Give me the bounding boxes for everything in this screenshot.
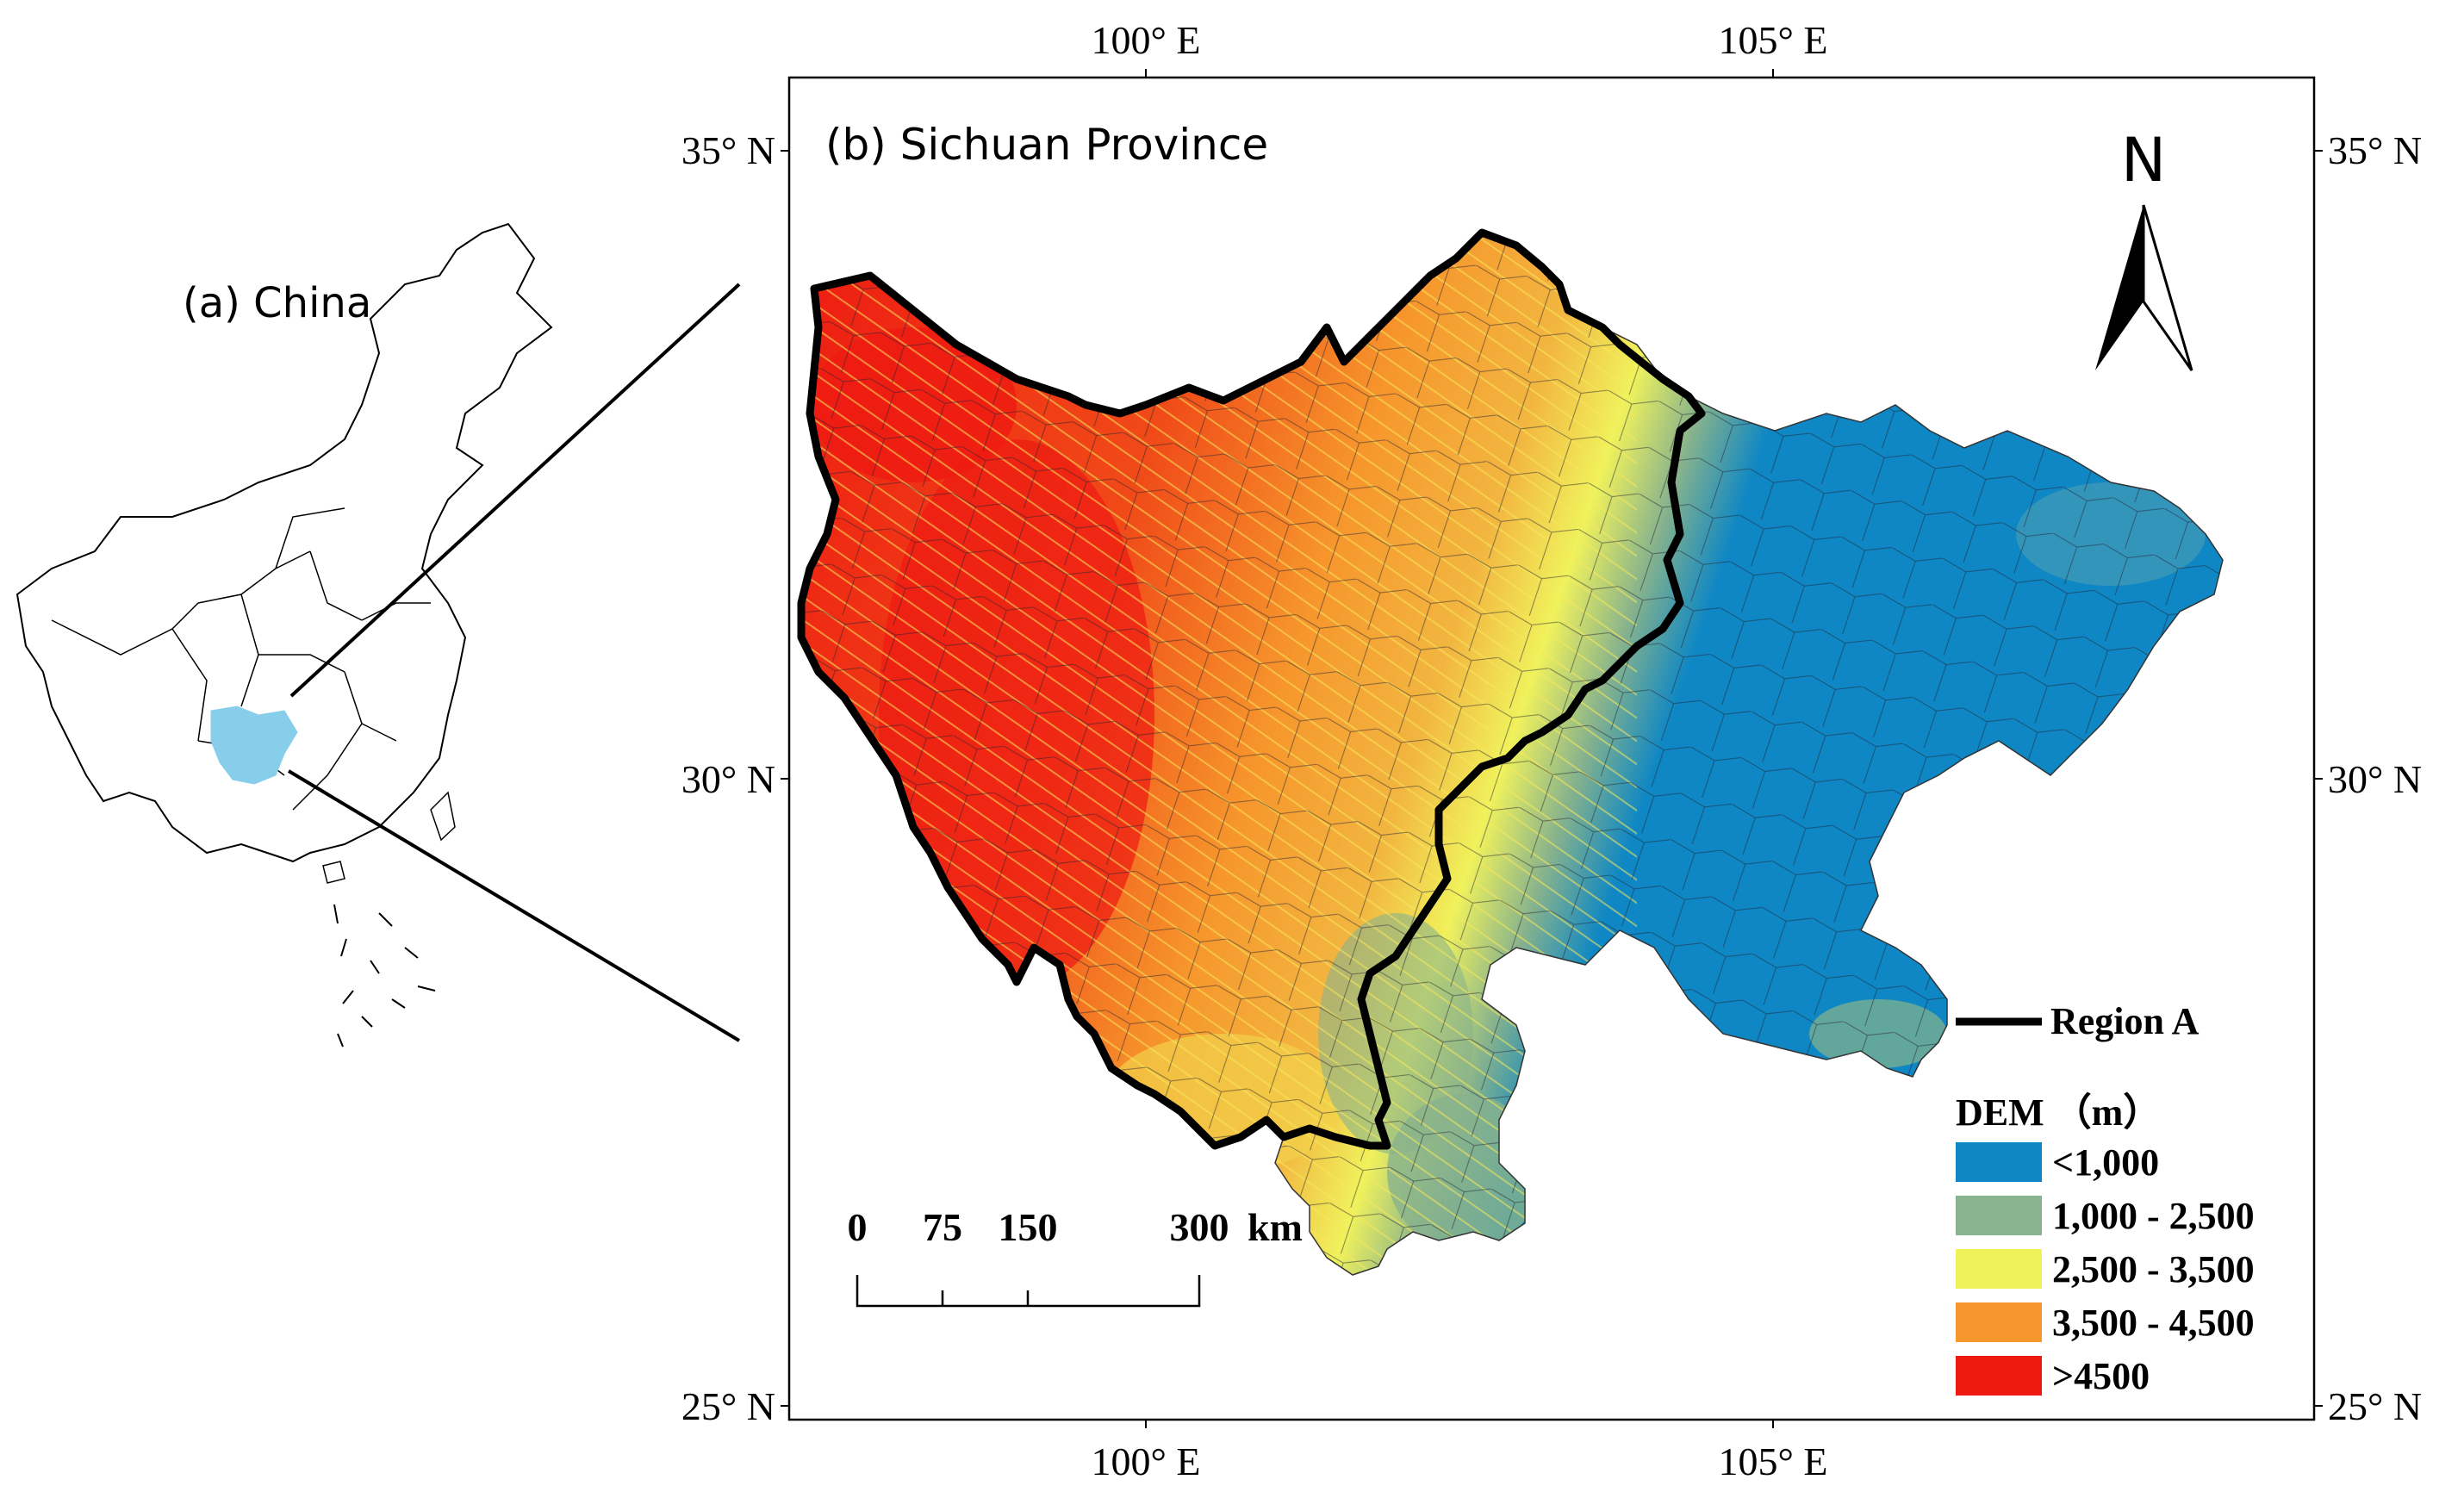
scale-label-150: 150 bbox=[999, 1205, 1058, 1249]
dem-legend-swatch-5 bbox=[1956, 1356, 2042, 1396]
region-a-boundary bbox=[797, 228, 1706, 1150]
dem-legend-swatch-3 bbox=[1956, 1249, 2042, 1289]
scale-label-0: 0 bbox=[848, 1205, 868, 1249]
region-a-legend-label: Region A bbox=[2050, 1000, 2200, 1042]
dem-legend-swatch-2 bbox=[1956, 1196, 2042, 1235]
sichuan-panel-title: (b) Sichuan Province bbox=[825, 120, 1268, 170]
dem-legend-swatch-1 bbox=[1956, 1142, 2042, 1182]
dem-legend-label-3: 2,500 - 3,500 bbox=[2052, 1248, 2255, 1290]
dem-legend-label-1: <1,000 bbox=[2052, 1141, 2159, 1184]
scale-unit: km bbox=[1248, 1205, 1303, 1249]
region-a-legend: Region A bbox=[1956, 1000, 2200, 1042]
dem-legend: DEM （m） <1,000 1,000 - 2,500 2,500 - 3,500… bbox=[1956, 1091, 2255, 1397]
lat-tick-label-right-30: 30° N bbox=[2328, 757, 2422, 801]
china-sichuan-highlight bbox=[210, 706, 298, 785]
lat-tick-label-left-30: 30° N bbox=[681, 757, 775, 801]
dem-legend-label-2: 1,000 - 2,500 bbox=[2052, 1195, 2255, 1237]
china-panel-label: (a) China bbox=[183, 279, 371, 327]
lat-tick-label-right-25: 25° N bbox=[2328, 1384, 2422, 1428]
lat-tick-label-left-35: 35° N bbox=[681, 128, 775, 172]
scale-label-75: 75 bbox=[923, 1205, 962, 1249]
lat-tick-label-right-35: 35° N bbox=[2328, 128, 2422, 172]
dem-legend-swatch-4 bbox=[1956, 1302, 2042, 1342]
zoom-line-lower bbox=[287, 769, 741, 1042]
lat-tick-label-left-25: 25° N bbox=[681, 1384, 775, 1428]
scale-bar: 0 75 150 300 km bbox=[848, 1205, 1303, 1308]
dem-legend-title: DEM （m） bbox=[1956, 1091, 2161, 1134]
zoom-line-upper bbox=[289, 283, 741, 698]
sichuan-panel: 100° E 105° E 100° E 105° E 35° N 30° N … bbox=[681, 18, 2422, 1483]
china-outline-map bbox=[16, 222, 553, 1048]
lon-tick-label-top-105: 105° E bbox=[1719, 18, 1828, 62]
lon-tick-label-bottom-100: 100° E bbox=[1092, 1439, 1201, 1483]
china-panel: (a) China bbox=[16, 222, 741, 1048]
dem-legend-label-5: >4500 bbox=[2052, 1355, 2150, 1397]
north-arrow-label: N bbox=[2121, 125, 2166, 196]
dem-legend-label-4: 3,500 - 4,500 bbox=[2052, 1302, 2255, 1344]
lon-tick-label-bottom-105: 105° E bbox=[1719, 1439, 1828, 1483]
scale-label-300: 300 bbox=[1170, 1205, 1229, 1249]
north-arrow: N bbox=[2095, 125, 2193, 371]
lon-tick-label-top-100: 100° E bbox=[1092, 18, 1201, 62]
